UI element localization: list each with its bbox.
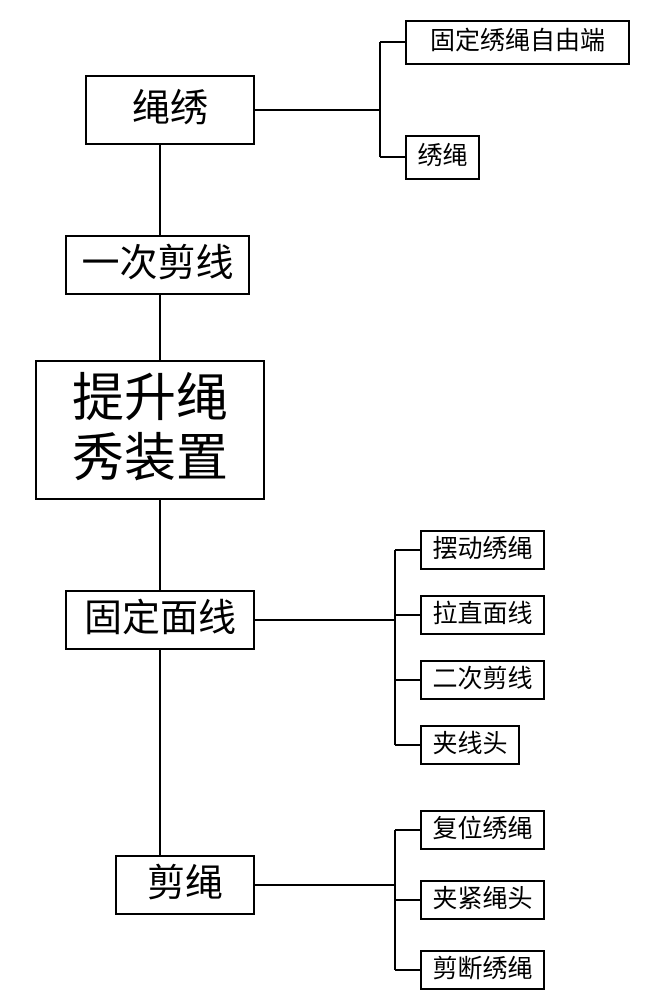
- node-n1a: 固定绣绳自由端: [405, 20, 630, 65]
- node-n1: 绳绣: [85, 75, 255, 145]
- node-n3: 提升绳 秀装置: [35, 360, 265, 500]
- node-n5c: 剪断绣绳: [420, 950, 545, 990]
- node-n4c: 二次剪线: [420, 660, 545, 700]
- node-n4a: 摆动绣绳: [420, 530, 545, 570]
- node-n4d: 夹线头: [420, 725, 520, 765]
- node-n5: 剪绳: [115, 855, 255, 915]
- node-n4b: 拉直面线: [420, 595, 545, 635]
- node-n1b: 绣绳: [405, 135, 480, 180]
- node-n5b: 夹紧绳头: [420, 880, 545, 920]
- node-n2: 一次剪线: [65, 235, 250, 295]
- node-n4: 固定面线: [65, 590, 255, 650]
- connector-layer: [0, 0, 654, 1000]
- node-n5a: 复位绣绳: [420, 810, 545, 850]
